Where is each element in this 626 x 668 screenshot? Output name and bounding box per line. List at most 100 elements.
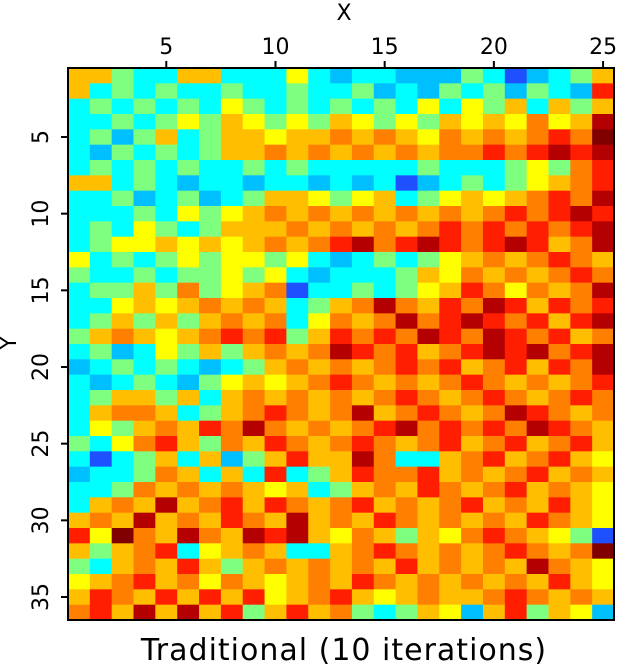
heatmap-cell bbox=[177, 282, 200, 299]
heatmap-cell bbox=[592, 405, 615, 422]
heatmap-cell bbox=[504, 436, 528, 452]
heatmap-cell bbox=[177, 83, 200, 100]
heatmap-cell bbox=[264, 175, 287, 192]
heatmap-cell bbox=[395, 313, 419, 330]
heatmap-cell bbox=[570, 451, 593, 468]
heatmap-cell bbox=[417, 344, 440, 360]
heatmap-cell bbox=[592, 482, 615, 498]
heatmap-cell bbox=[308, 466, 331, 483]
heatmap-cell bbox=[439, 221, 462, 238]
heatmap-cell bbox=[286, 359, 309, 376]
heatmap-cell bbox=[68, 497, 91, 514]
x-axis-ticks: 5 10 15 20 25 bbox=[159, 35, 617, 68]
heatmap-cell bbox=[570, 190, 593, 207]
heatmap-cell bbox=[155, 558, 178, 575]
heatmap-cell bbox=[373, 160, 397, 176]
y-tick-label: 5 bbox=[29, 130, 54, 144]
heatmap-cell bbox=[504, 83, 528, 100]
heatmap-cell bbox=[155, 436, 178, 452]
heatmap-cell bbox=[330, 252, 353, 268]
heatmap-cell bbox=[89, 190, 113, 207]
heatmap-cell bbox=[286, 206, 309, 222]
heatmap-cell bbox=[220, 144, 244, 161]
heatmap-cell bbox=[373, 298, 397, 314]
heatmap-cell bbox=[548, 558, 571, 575]
y-axis-ticks: 5 10 15 20 25 30 35 bbox=[29, 130, 68, 611]
heatmap-cell bbox=[395, 466, 419, 483]
heatmap-cell bbox=[548, 236, 571, 253]
heatmap-cell bbox=[351, 512, 375, 529]
heatmap-cell bbox=[155, 298, 178, 314]
heatmap-cell bbox=[133, 528, 156, 544]
heatmap-cell bbox=[570, 175, 593, 192]
heatmap-cell bbox=[330, 221, 353, 238]
heatmap-cell bbox=[439, 298, 462, 314]
y-tick-label: 35 bbox=[29, 583, 54, 611]
heatmap-cell bbox=[439, 589, 462, 606]
heatmap-cell bbox=[482, 129, 506, 146]
heatmap-cell bbox=[504, 466, 528, 483]
heatmap-cell bbox=[461, 328, 484, 345]
heatmap-cell bbox=[264, 252, 287, 268]
heatmap-cell bbox=[220, 390, 244, 406]
heatmap-cell bbox=[373, 436, 397, 452]
heatmap-cell bbox=[351, 374, 375, 391]
heatmap-cell bbox=[242, 313, 266, 330]
heatmap-cell bbox=[592, 298, 615, 314]
heatmap-cell bbox=[461, 482, 484, 498]
heatmap-cell bbox=[242, 267, 266, 284]
heatmap-cell bbox=[199, 328, 222, 345]
heatmap-cell bbox=[264, 267, 287, 284]
heatmap-cell bbox=[373, 589, 397, 606]
heatmap-cell bbox=[592, 252, 615, 268]
heatmap-cell bbox=[526, 558, 550, 575]
heatmap-cell bbox=[330, 298, 353, 314]
heatmap-cell bbox=[330, 543, 353, 560]
heatmap-cell bbox=[373, 313, 397, 330]
heatmap-cell bbox=[395, 344, 419, 360]
heatmap-cell bbox=[395, 236, 419, 253]
heatmap-cell bbox=[220, 160, 244, 176]
heatmap-cell bbox=[264, 512, 287, 529]
heatmap-cell bbox=[548, 405, 571, 422]
heatmap-cell bbox=[89, 114, 113, 130]
heatmap-cell bbox=[395, 98, 419, 115]
heatmap-cell bbox=[526, 175, 550, 192]
heatmap-cell bbox=[330, 313, 353, 330]
heatmap-cell bbox=[111, 574, 135, 590]
heatmap-cell bbox=[308, 298, 331, 314]
heatmap-cell bbox=[111, 175, 135, 192]
heatmap-cell bbox=[570, 497, 593, 514]
heatmap-cell bbox=[133, 420, 156, 437]
heatmap-cell bbox=[199, 558, 222, 575]
heatmap-cell bbox=[504, 144, 528, 161]
heatmap-cell bbox=[570, 267, 593, 284]
heatmap-cell bbox=[199, 252, 222, 268]
heatmap-cell bbox=[351, 574, 375, 590]
heatmap-cell bbox=[133, 114, 156, 130]
heatmap-cell bbox=[330, 114, 353, 130]
heatmap-cell bbox=[89, 436, 113, 452]
heatmap-cell bbox=[330, 451, 353, 468]
heatmap-cell bbox=[177, 436, 200, 452]
heatmap-cell bbox=[482, 98, 506, 115]
heatmap-cell bbox=[264, 558, 287, 575]
heatmap-cell bbox=[155, 390, 178, 406]
heatmap-cell bbox=[439, 482, 462, 498]
heatmap-cell bbox=[286, 282, 309, 299]
heatmap-cell bbox=[504, 236, 528, 253]
heatmap-cell bbox=[570, 405, 593, 422]
heatmap-cell bbox=[199, 144, 222, 161]
heatmap-cell bbox=[461, 390, 484, 406]
heatmap-cell bbox=[504, 129, 528, 146]
heatmap-cell bbox=[199, 574, 222, 590]
heatmap-cell bbox=[111, 221, 135, 238]
heatmap-cell bbox=[242, 436, 266, 452]
heatmap-cell bbox=[417, 466, 440, 483]
heatmap-cell bbox=[133, 175, 156, 192]
heatmap-cell bbox=[592, 359, 615, 376]
heatmap-cell bbox=[417, 175, 440, 192]
heatmap-cell bbox=[504, 344, 528, 360]
x-tick-label: 15 bbox=[371, 35, 399, 60]
heatmap-cell bbox=[461, 68, 484, 84]
